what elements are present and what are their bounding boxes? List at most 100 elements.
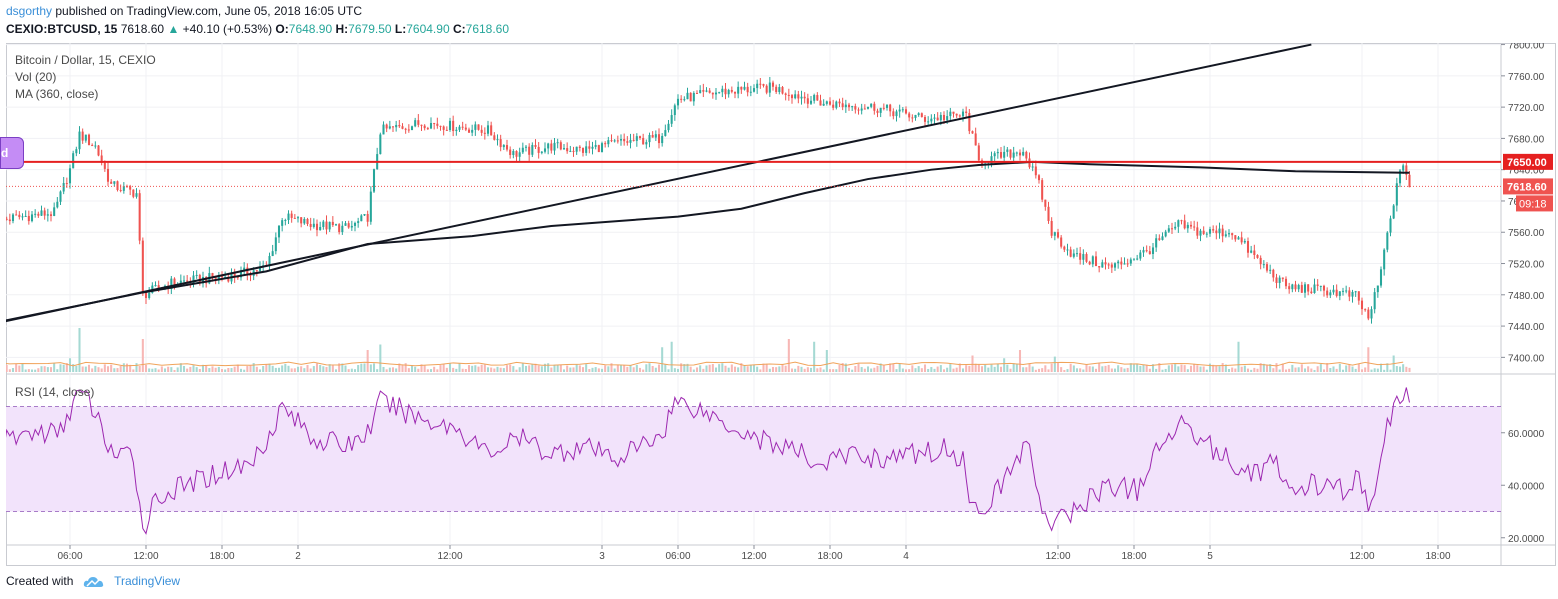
trendline[interactable]	[6, 43, 1312, 323]
chart-svg[interactable]: 7800.007760.007720.007680.007640.007600.…	[6, 43, 1556, 566]
candle-body	[300, 217, 303, 224]
candle-body	[923, 117, 927, 122]
candle-body	[1234, 235, 1237, 240]
volume-bar	[391, 367, 395, 372]
candle-body	[895, 111, 898, 117]
candle-body	[1041, 180, 1044, 200]
candle-body	[1193, 226, 1196, 228]
volume-bar	[851, 369, 854, 372]
volume-bar	[1094, 368, 1098, 372]
volume-bar	[24, 369, 27, 372]
candle-body	[559, 142, 562, 150]
volume-bar	[300, 366, 303, 372]
candle-body	[711, 92, 714, 95]
candle-body	[505, 145, 509, 150]
volume-bar	[43, 366, 46, 372]
volume-bar	[1155, 368, 1158, 372]
volume-bar	[211, 366, 214, 372]
candle-body	[182, 280, 186, 282]
volume-bar	[974, 363, 977, 372]
candle-body	[34, 213, 37, 215]
tradingview-link[interactable]: TradingView	[114, 574, 181, 588]
volume-bar	[65, 363, 68, 372]
candle-body	[879, 107, 882, 113]
candle-body	[347, 223, 350, 228]
volume-bar	[1189, 365, 1193, 372]
volume-bar	[1256, 368, 1259, 372]
volume-bar	[233, 366, 236, 372]
candle-body	[1170, 228, 1174, 230]
candle-body	[524, 146, 528, 148]
candle-body	[1281, 277, 1284, 279]
left-marker-pill[interactable]: d	[0, 137, 24, 169]
volume-bar	[835, 369, 838, 372]
volume-bar	[249, 365, 252, 372]
volume-bar	[509, 364, 512, 372]
candle-body	[968, 112, 971, 132]
publish-line: dsgorthy published on TradingView.com, J…	[6, 4, 362, 18]
candle-body	[882, 107, 885, 109]
candle-body	[433, 123, 436, 125]
candle-body	[743, 86, 746, 90]
volume-bar	[414, 366, 417, 372]
author-link[interactable]: dsgorthy	[6, 4, 53, 18]
candle-body	[1319, 285, 1322, 287]
volume-bar	[274, 367, 277, 372]
candle-body	[914, 114, 917, 118]
candle-body	[1215, 230, 1218, 234]
candle-body	[312, 223, 315, 227]
candle-body	[911, 117, 914, 119]
volume-bar	[1009, 368, 1012, 372]
volume-bar	[78, 328, 81, 372]
volume-bar	[325, 366, 328, 372]
candle-body	[391, 126, 395, 128]
candle-body	[1297, 285, 1300, 290]
candle-body	[816, 95, 819, 101]
candle-body	[467, 129, 471, 133]
candle-body	[759, 83, 762, 85]
candle-body	[173, 278, 176, 285]
volume-bar	[163, 368, 167, 372]
volume-bar	[999, 366, 1003, 372]
candle-body	[1373, 292, 1376, 310]
volume-bar	[433, 366, 436, 372]
candle-body	[84, 134, 87, 141]
candle-body	[119, 190, 122, 192]
candle-body	[464, 127, 467, 130]
volume-bar	[379, 344, 382, 372]
volume-bar	[756, 366, 759, 372]
volume-bar	[1126, 367, 1129, 372]
candle-body	[727, 89, 730, 95]
candle-body	[1395, 183, 1398, 206]
volume-bar	[217, 366, 220, 372]
candle-body	[1322, 285, 1326, 291]
candle-body	[952, 111, 955, 114]
candle-body	[1015, 152, 1018, 154]
candle-body	[534, 145, 537, 147]
volume-bar	[236, 364, 239, 372]
volume-bar	[971, 355, 974, 372]
candle-body	[673, 105, 676, 116]
candle-body	[851, 106, 854, 108]
candle-body	[113, 181, 116, 184]
candle-body	[429, 123, 433, 129]
candle-body	[1218, 228, 1221, 234]
candle-body	[1072, 253, 1075, 257]
candle-body	[287, 213, 290, 220]
candle-body	[372, 169, 376, 192]
volume-bar	[499, 367, 502, 372]
candle-body	[1338, 291, 1341, 296]
volume-bar	[917, 366, 920, 372]
time-tick-label: 2	[295, 551, 301, 562]
volume-bar	[873, 367, 876, 372]
volume-bar	[1012, 363, 1015, 372]
candle-body	[239, 270, 243, 278]
volume-bar	[1354, 368, 1357, 372]
candle-body	[695, 92, 699, 94]
volume-bar	[214, 367, 217, 372]
volume-bar	[661, 347, 664, 372]
hline-price-label: 7650.00	[1507, 157, 1547, 169]
candle-body	[632, 139, 635, 141]
volume-bar	[746, 366, 749, 372]
candle-body	[379, 134, 382, 155]
